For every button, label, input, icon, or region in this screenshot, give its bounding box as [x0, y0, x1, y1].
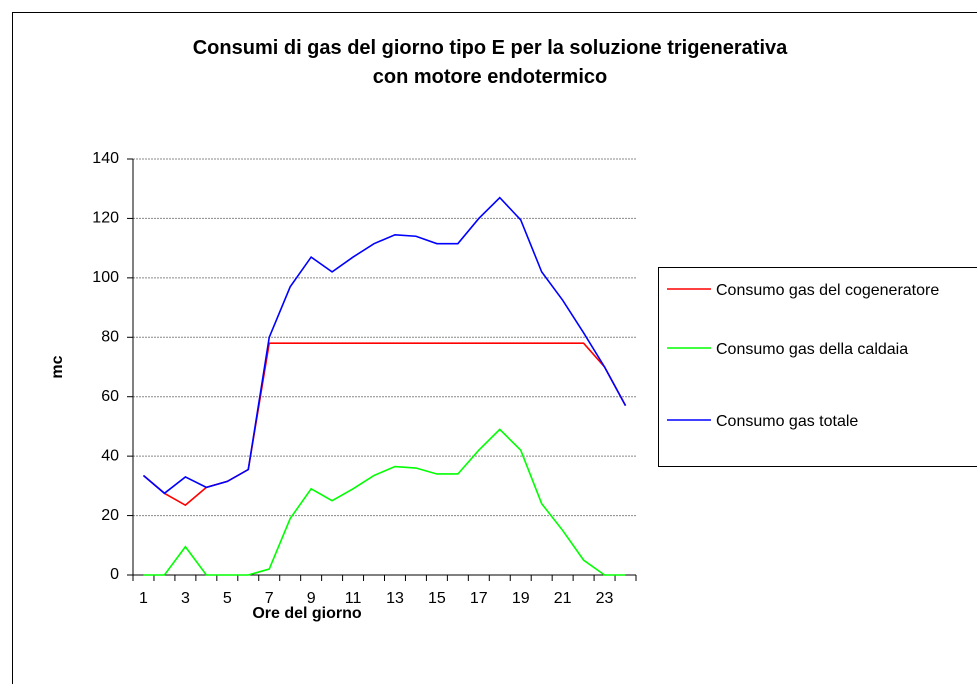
x-tick-label: 19: [512, 590, 530, 607]
legend-label: Consumo gas del cogeneratore: [716, 282, 940, 299]
x-tick-label: 21: [554, 590, 572, 607]
x-tick-label: 13: [386, 590, 404, 607]
x-tick-label: 17: [470, 590, 488, 607]
x-tick-label: 7: [265, 590, 274, 607]
x-tick-label: 11: [345, 590, 362, 607]
chart-frame: [12, 12, 977, 684]
series-line: [142, 196, 627, 495]
y-axis-label: mc: [49, 355, 66, 378]
series-line: [142, 342, 627, 507]
series-line: [143, 428, 626, 576]
y-tick-label: 60: [101, 388, 119, 405]
legend-box: [658, 267, 977, 467]
y-tick-label: 100: [92, 269, 119, 286]
x-tick-label: 1: [139, 590, 148, 607]
legend-label: Consumo gas della caldaia: [716, 341, 909, 358]
y-tick-label: 40: [101, 447, 119, 464]
y-tick-label: 140: [92, 150, 119, 167]
y-tick-label: 120: [92, 210, 119, 227]
y-tick-label: 80: [101, 329, 119, 346]
x-tick-label: 5: [223, 590, 232, 607]
legend-label: Consumo gas totale: [716, 413, 859, 430]
y-tick-label: 0: [110, 566, 119, 583]
x-tick-label: 3: [181, 590, 190, 607]
x-tick-label: 23: [596, 590, 614, 607]
y-tick-label: 20: [101, 507, 119, 524]
x-axis-label: Ore del giorno: [252, 605, 362, 622]
chart-title: Consumi di gas del giorno tipo E per la …: [192, 37, 788, 88]
x-tick-label: 9: [307, 590, 316, 607]
x-tick-label: 15: [428, 590, 446, 607]
